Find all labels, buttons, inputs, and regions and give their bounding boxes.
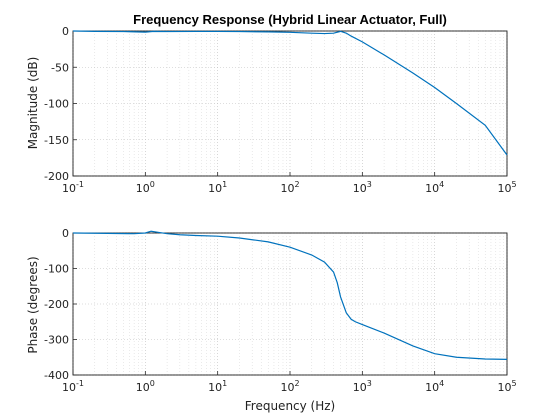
magnitude-y-axis-label: Magnitude (dB) bbox=[26, 57, 40, 150]
magnitude-response-curve bbox=[72, 30, 508, 156]
phase-x-tick-label: 100 bbox=[136, 379, 155, 394]
magnitude-x-tick-label: 10-1 bbox=[62, 180, 84, 195]
magnitude-y-tick-label: -200 bbox=[44, 170, 69, 183]
phase-y-axis-label: Phase (degrees) bbox=[26, 256, 40, 353]
phase-x-tick-label: 102 bbox=[280, 379, 299, 394]
chart-title: Frequency Response (Hybrid Linear Actuat… bbox=[133, 12, 447, 27]
magnitude-y-tick-label: 0 bbox=[62, 25, 69, 38]
phase-y-tick-label: -300 bbox=[44, 334, 69, 347]
phase-y-tick-label: -200 bbox=[44, 298, 69, 311]
magnitude-x-tick-label: 103 bbox=[353, 180, 372, 195]
phase-response-curve bbox=[72, 230, 508, 360]
phase-x-tick-label: 103 bbox=[353, 379, 372, 394]
magnitude-x-tick-label: 101 bbox=[208, 180, 227, 195]
phase-y-tick-label: 0 bbox=[62, 227, 69, 240]
phase-x-tick-label: 101 bbox=[208, 379, 227, 394]
phase-x-tick-label: 105 bbox=[497, 379, 516, 394]
phase-y-tick-label: -100 bbox=[44, 263, 69, 276]
magnitude-y-tick-label: -50 bbox=[51, 61, 69, 74]
x-axis-label: Frequency (Hz) bbox=[245, 399, 336, 413]
phase-x-tick-label: 104 bbox=[425, 379, 444, 394]
magnitude-x-tick-label: 105 bbox=[497, 180, 516, 195]
magnitude-x-tick-label: 104 bbox=[425, 180, 444, 195]
magnitude-y-tick-label: -100 bbox=[44, 98, 69, 111]
phase-x-tick-label: 10-1 bbox=[62, 379, 84, 394]
phase-y-tick-label: -400 bbox=[44, 369, 69, 382]
magnitude-y-tick-label: -150 bbox=[44, 134, 69, 147]
magnitude-x-tick-label: 102 bbox=[280, 180, 299, 195]
magnitude-x-tick-label: 100 bbox=[136, 180, 155, 195]
